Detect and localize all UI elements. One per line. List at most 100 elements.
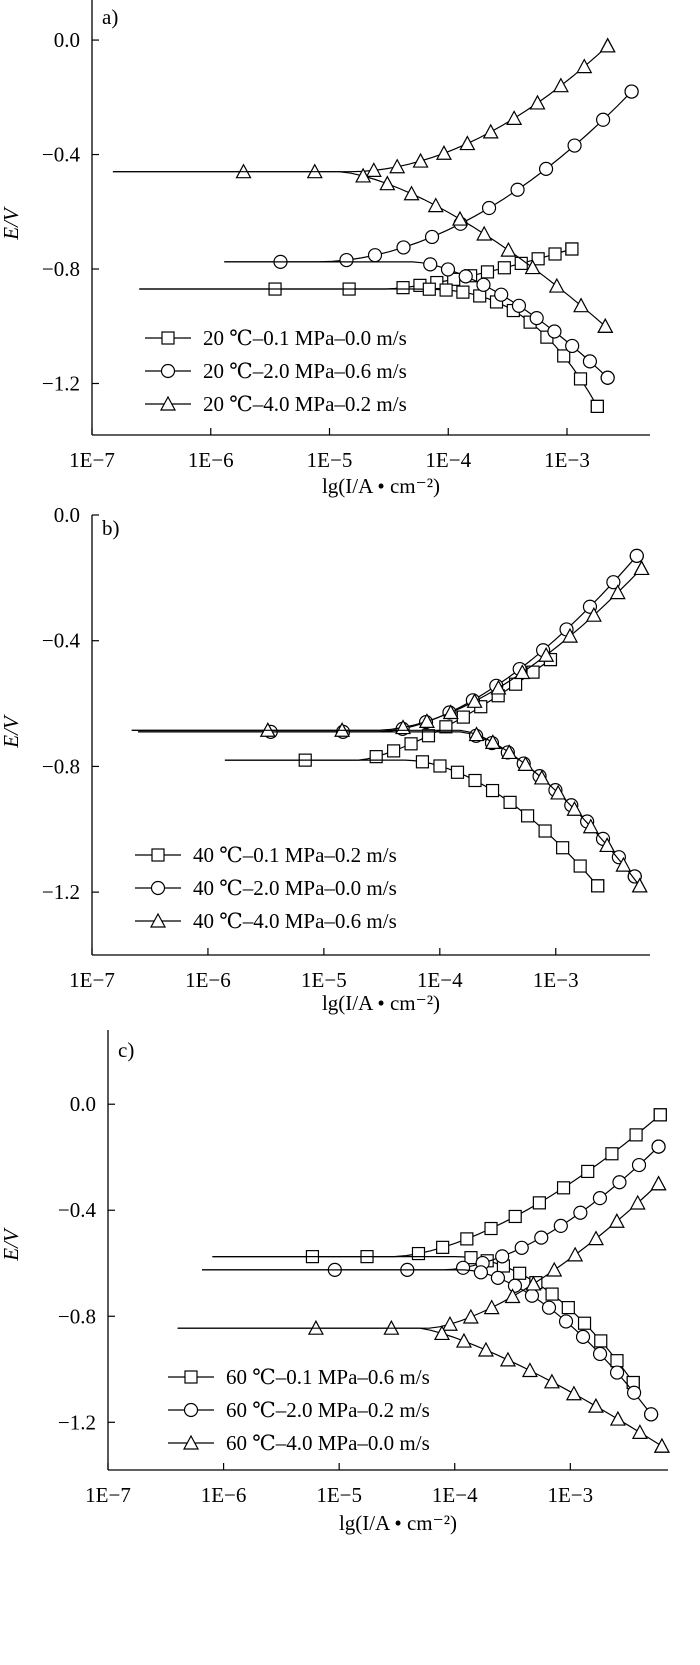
data-point [460, 1232, 474, 1246]
x-tick-label: 1E−5 [316, 1483, 362, 1507]
series-circle [202, 1139, 666, 1422]
data-point [495, 1249, 510, 1264]
data-point [369, 750, 383, 764]
data-point [556, 1181, 571, 1195]
legend-marker [151, 848, 165, 862]
data-point [494, 287, 509, 302]
x-tick-label: 1E−6 [188, 448, 234, 472]
data-point [612, 1175, 627, 1190]
data-point [538, 161, 554, 176]
data-point [484, 1221, 498, 1236]
data-point [546, 1261, 563, 1277]
data-point [541, 1300, 557, 1315]
data-point [483, 1299, 500, 1315]
data-point [466, 693, 483, 708]
data-point [565, 242, 579, 256]
data-point [511, 298, 527, 313]
data-point [481, 200, 497, 216]
data-point [450, 765, 465, 779]
data-point [526, 665, 540, 679]
data-point [573, 372, 588, 386]
data-point [403, 185, 420, 201]
data-point [415, 755, 430, 769]
data-point [529, 94, 546, 110]
legend-entry: 20 ℃–4.0 MPa–0.2 m/s [203, 392, 407, 416]
panel-label: b) [102, 516, 120, 540]
y-tick-label: −0.4 [42, 629, 81, 653]
data-point [367, 248, 383, 263]
series-square [139, 242, 604, 413]
data-point [455, 1260, 471, 1275]
data-point [506, 110, 523, 125]
data-point [562, 627, 579, 643]
data-point [473, 1265, 489, 1280]
x-tick-label: 1E−5 [301, 968, 347, 992]
data-point [339, 252, 354, 268]
data-point [520, 809, 535, 823]
data-point [451, 210, 468, 226]
x-tick-label: 1E−4 [425, 448, 471, 472]
data-point [581, 1164, 595, 1179]
panel-a: 1E−7 1E−6 1E−5 1E−4 1E−3 0.0 −0.4 −0.8 −1.2 lg(I/… [0, 0, 650, 498]
data-point [504, 1288, 521, 1304]
data-point [599, 837, 616, 853]
data-point [503, 795, 517, 809]
data-point [418, 713, 435, 728]
y-tick-label: −1.2 [42, 371, 80, 395]
legend-entry: 60 ℃–2.0 MPa–0.2 m/s [226, 1398, 430, 1422]
data-point [587, 1230, 604, 1246]
data-point [538, 646, 555, 662]
data-point [411, 1246, 426, 1261]
y-tick-label: 0.0 [54, 28, 80, 52]
series-line [138, 555, 638, 733]
data-point [629, 548, 644, 563]
data-point [573, 297, 590, 313]
y-tick-label: −0.8 [42, 754, 80, 778]
y-tick-label: −0.4 [58, 1198, 97, 1222]
data-point [423, 257, 438, 272]
data-point [513, 1266, 527, 1280]
data-point [396, 240, 411, 255]
legend-entry: 60 ℃–4.0 MPa–0.0 m/s [226, 1431, 430, 1455]
y-tick-label: 0.0 [70, 1092, 96, 1116]
x-tick-label: 1E−3 [547, 1483, 593, 1507]
data-point [595, 112, 611, 127]
data-point [468, 773, 482, 788]
data-point [508, 1209, 522, 1224]
x-tick-label: 1E−3 [544, 448, 590, 472]
data-point [524, 259, 541, 275]
data-point [435, 145, 452, 160]
data-point [631, 877, 648, 893]
y-axis-title: E/V [0, 206, 23, 241]
data-point [532, 1196, 546, 1210]
data-point [631, 1424, 648, 1439]
legend-marker [182, 1434, 200, 1450]
data-point [379, 175, 396, 191]
data-point [599, 37, 616, 53]
data-point [558, 1314, 574, 1329]
data-point [427, 197, 444, 213]
data-point [651, 1139, 666, 1154]
data-point [590, 399, 604, 413]
data-point [424, 229, 440, 245]
data-point [477, 1341, 494, 1357]
data-point [592, 1191, 608, 1206]
data-point [633, 560, 650, 576]
data-point [585, 606, 602, 622]
data-point [433, 759, 447, 773]
data-point [484, 734, 501, 749]
data-point [591, 879, 605, 893]
legend-entry: 20 ℃–0.1 MPa–0.0 m/s [203, 326, 407, 350]
legend-marker [161, 331, 175, 345]
data-point [439, 720, 453, 734]
data-point [582, 818, 599, 834]
data-point [567, 1246, 584, 1262]
series-circle [224, 84, 639, 385]
data-point [462, 1308, 479, 1324]
data-point [490, 679, 507, 695]
data-point [553, 1218, 568, 1233]
data-point [387, 744, 401, 758]
x-axis-title: lg(I/A • cm⁻²) [339, 1511, 457, 1535]
data-point [629, 1128, 643, 1142]
legend-marker [184, 1370, 198, 1384]
